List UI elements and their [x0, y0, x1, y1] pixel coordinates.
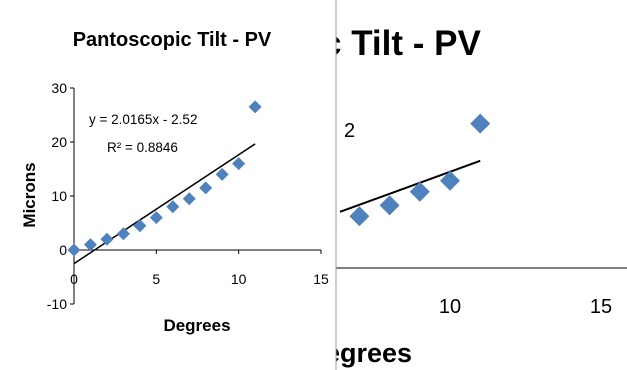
trendline-r-squared: R² = 0.8846 [107, 140, 178, 155]
y-tick-label: 0 [59, 242, 67, 258]
background-data-point [409, 181, 430, 202]
x-tick-label: 0 [70, 271, 78, 287]
background-chart: c Tilt - PV 2 10 15 egrees [322, 24, 627, 368]
data-points [67, 100, 262, 257]
x-tick-label: 15 [313, 271, 329, 287]
trendline [73, 143, 256, 265]
data-point [182, 192, 196, 206]
y-axis-label: Microns [20, 162, 39, 227]
data-point [83, 238, 97, 252]
y-tick-label: -10 [47, 296, 67, 312]
x-axis-label: Degrees [163, 316, 230, 335]
background-data-point [379, 195, 400, 216]
data-point [149, 211, 163, 225]
y-tick-label: 20 [51, 134, 67, 150]
background-chart-title: c Tilt - PV [322, 24, 481, 63]
background-x-tick-10: 10 [439, 296, 461, 318]
x-tick-label: 10 [231, 271, 247, 287]
background-points [349, 113, 491, 227]
x-tick-label: 5 [152, 271, 160, 287]
y-tick-label: 30 [51, 80, 67, 96]
background-data-point [349, 206, 370, 227]
trendline-equation: y = 2.0165x - 2.52 [89, 112, 197, 127]
data-point [215, 167, 229, 181]
background-partial-label: 2 [344, 120, 355, 142]
background-x-tick-15: 15 [590, 296, 612, 318]
data-point [248, 100, 262, 114]
data-point [166, 200, 180, 214]
data-point [100, 232, 114, 246]
x-ticks: 0 5 10 15 [70, 250, 329, 287]
data-point [232, 157, 246, 171]
background-trendline [339, 159, 481, 213]
data-point [116, 227, 130, 241]
background-data-point [440, 170, 460, 191]
background-data-point [470, 113, 491, 134]
chart-panel [0, 0, 336, 370]
data-point [199, 181, 213, 195]
chart-title: Pantoscopic Tilt - PV [73, 29, 272, 51]
background-x-axis-label: egrees [325, 338, 412, 368]
data-point [133, 219, 147, 233]
data-point [67, 243, 81, 257]
y-tick-label: 10 [51, 188, 67, 204]
